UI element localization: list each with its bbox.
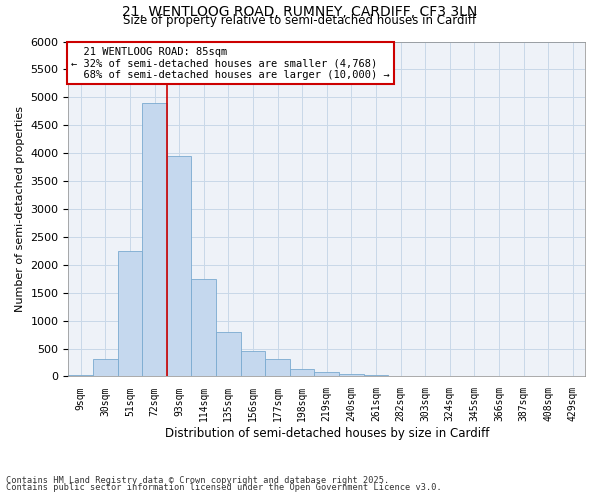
Text: Size of property relative to semi-detached houses in Cardiff: Size of property relative to semi-detach… [124,14,476,27]
Bar [118,251,142,376]
Text: Contains HM Land Registry data © Crown copyright and database right 2025.: Contains HM Land Registry data © Crown c… [6,476,389,485]
Bar [216,332,241,376]
Bar [265,359,290,376]
Bar [314,372,339,376]
Bar [290,369,314,376]
Bar [241,352,265,376]
Bar [364,375,388,376]
Text: 21 WENTLOOG ROAD: 85sqm
← 32% of semi-detached houses are smaller (4,768)
  68% : 21 WENTLOOG ROAD: 85sqm ← 32% of semi-de… [71,46,390,80]
Text: Contains public sector information licensed under the Open Government Licence v3: Contains public sector information licen… [6,484,442,492]
Text: 21, WENTLOOG ROAD, RUMNEY, CARDIFF, CF3 3LN: 21, WENTLOOG ROAD, RUMNEY, CARDIFF, CF3 … [122,5,478,19]
Bar [93,359,118,376]
Bar [167,156,191,376]
Bar [142,103,167,376]
Y-axis label: Number of semi-detached properties: Number of semi-detached properties [15,106,25,312]
Bar [339,374,364,376]
Bar [191,279,216,376]
X-axis label: Distribution of semi-detached houses by size in Cardiff: Distribution of semi-detached houses by … [164,427,489,440]
